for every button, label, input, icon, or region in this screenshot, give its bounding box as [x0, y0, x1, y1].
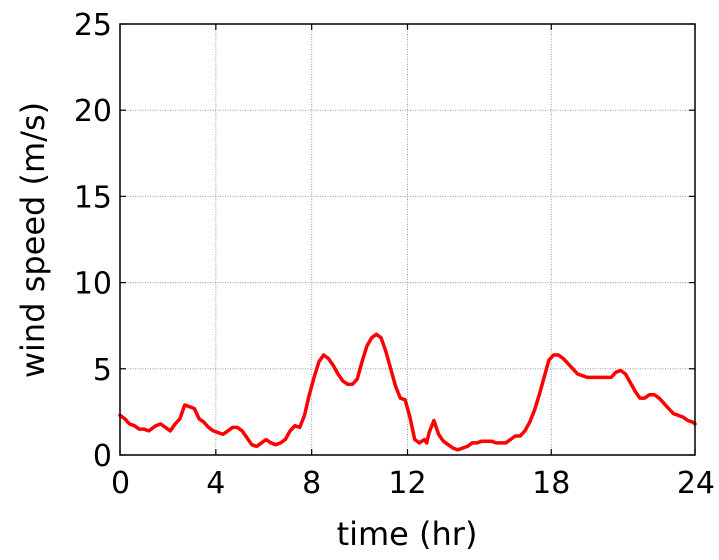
grid-lines: [120, 24, 695, 455]
y-tick-label: 15: [74, 180, 112, 215]
x-tick-label: 8: [302, 466, 321, 501]
x-tick-label: 24: [677, 466, 715, 501]
x-tick-label: 12: [388, 466, 426, 501]
y-tick-label: 0: [93, 439, 112, 474]
series-line-wind-speed: [118, 332, 697, 452]
y-tick-labels: 0 5 10 15 20 25: [74, 8, 112, 474]
x-tick-label: 18: [532, 466, 570, 501]
y-axis-label: wind speed (m/s): [14, 102, 52, 378]
y-tick-label: 5: [93, 353, 112, 388]
x-tick-label: 0: [111, 466, 130, 501]
series-group: [118, 332, 697, 452]
x-axis-label: time (hr): [337, 515, 478, 553]
y-tick-label: 20: [74, 94, 112, 129]
y-tick-label: 10: [74, 267, 112, 302]
tick-marks: [119, 23, 696, 456]
x-tick-label: 4: [206, 466, 225, 501]
x-tick-labels: 0 4 8 12 18 24: [111, 466, 715, 501]
y-tick-label: 25: [74, 8, 112, 43]
